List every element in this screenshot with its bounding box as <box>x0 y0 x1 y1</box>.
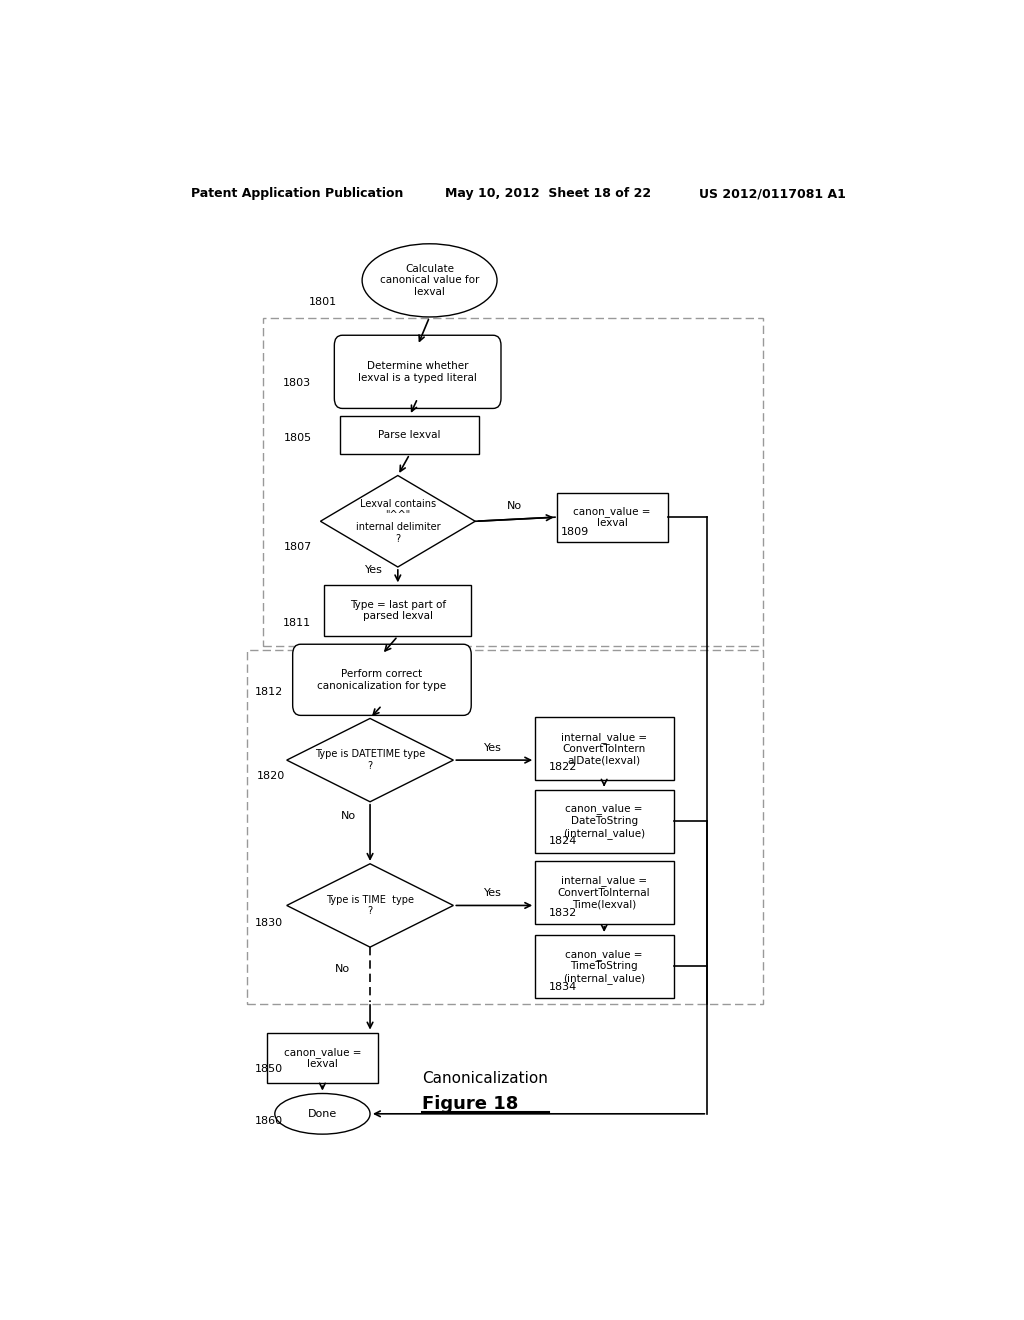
Text: canon_value =
DateToString
(internal_value): canon_value = DateToString (internal_val… <box>563 804 645 838</box>
Bar <box>325 585 471 636</box>
Text: Type = last part of
parsed lexval: Type = last part of parsed lexval <box>350 599 445 622</box>
Text: 1812: 1812 <box>255 686 284 697</box>
Polygon shape <box>287 718 454 801</box>
FancyBboxPatch shape <box>293 644 471 715</box>
Text: internal_value =
ConvertToInternal
Time(lexval): internal_value = ConvertToInternal Time(… <box>558 875 650 909</box>
Text: 1820: 1820 <box>257 771 285 781</box>
Text: Figure 18: Figure 18 <box>422 1094 518 1113</box>
Text: 1801: 1801 <box>309 297 337 306</box>
FancyBboxPatch shape <box>334 335 501 408</box>
Polygon shape <box>287 863 454 948</box>
Text: canon_value =
lexval: canon_value = lexval <box>573 506 651 528</box>
Text: Patent Application Publication: Patent Application Publication <box>191 187 403 201</box>
Text: 1832: 1832 <box>549 908 577 917</box>
Text: 1822: 1822 <box>549 762 577 772</box>
Text: 1811: 1811 <box>283 618 311 628</box>
Ellipse shape <box>362 244 497 317</box>
Text: Done: Done <box>308 1109 337 1119</box>
Bar <box>247 651 763 1005</box>
Text: Perform correct
canonicalization for type: Perform correct canonicalization for typ… <box>317 669 446 690</box>
Text: 1809: 1809 <box>561 528 590 537</box>
Text: 1830: 1830 <box>255 917 283 928</box>
Text: 1850: 1850 <box>255 1064 283 1074</box>
Text: 1824: 1824 <box>549 837 577 846</box>
Bar <box>535 789 674 853</box>
Bar <box>557 492 668 541</box>
Text: Type is TIME  type
?: Type is TIME type ? <box>326 895 414 916</box>
Text: Yes: Yes <box>484 888 502 899</box>
Text: 1805: 1805 <box>284 433 311 444</box>
Bar <box>340 416 479 454</box>
Text: canon_value =
lexval: canon_value = lexval <box>284 1047 361 1069</box>
Bar <box>535 861 674 924</box>
Text: Parse lexval: Parse lexval <box>379 430 441 440</box>
Bar <box>535 718 674 780</box>
Text: 1834: 1834 <box>549 982 577 991</box>
Bar <box>267 1032 378 1084</box>
Text: internal_value =
ConvertToIntern
alDate(lexval): internal_value = ConvertToIntern alDate(… <box>561 731 647 766</box>
Text: No: No <box>341 810 356 821</box>
Text: Calculate
canonical value for
lexval: Calculate canonical value for lexval <box>380 264 479 297</box>
Bar <box>535 935 674 998</box>
Ellipse shape <box>274 1093 370 1134</box>
Text: May 10, 2012  Sheet 18 of 22: May 10, 2012 Sheet 18 of 22 <box>445 187 651 201</box>
Text: Canonicalization: Canonicalization <box>422 1071 548 1086</box>
Text: 1860: 1860 <box>255 1115 283 1126</box>
Polygon shape <box>321 475 475 568</box>
Bar <box>263 318 763 647</box>
Text: Type is DATETIME type
?: Type is DATETIME type ? <box>315 750 425 771</box>
Text: 1807: 1807 <box>284 541 311 552</box>
Text: No: No <box>507 502 522 511</box>
Text: Lexval contains
"^^"
internal delimiter
?: Lexval contains "^^" internal delimiter … <box>355 499 440 544</box>
Text: US 2012/0117081 A1: US 2012/0117081 A1 <box>699 187 846 201</box>
Text: Determine whether
lexval is a typed literal: Determine whether lexval is a typed lite… <box>358 362 477 383</box>
Text: Yes: Yes <box>484 743 502 752</box>
Text: 1803: 1803 <box>283 378 311 388</box>
Text: Yes: Yes <box>366 565 383 576</box>
Text: No: No <box>335 964 350 974</box>
Text: canon_value =
TimeToString
(internal_value): canon_value = TimeToString (internal_val… <box>563 949 645 983</box>
